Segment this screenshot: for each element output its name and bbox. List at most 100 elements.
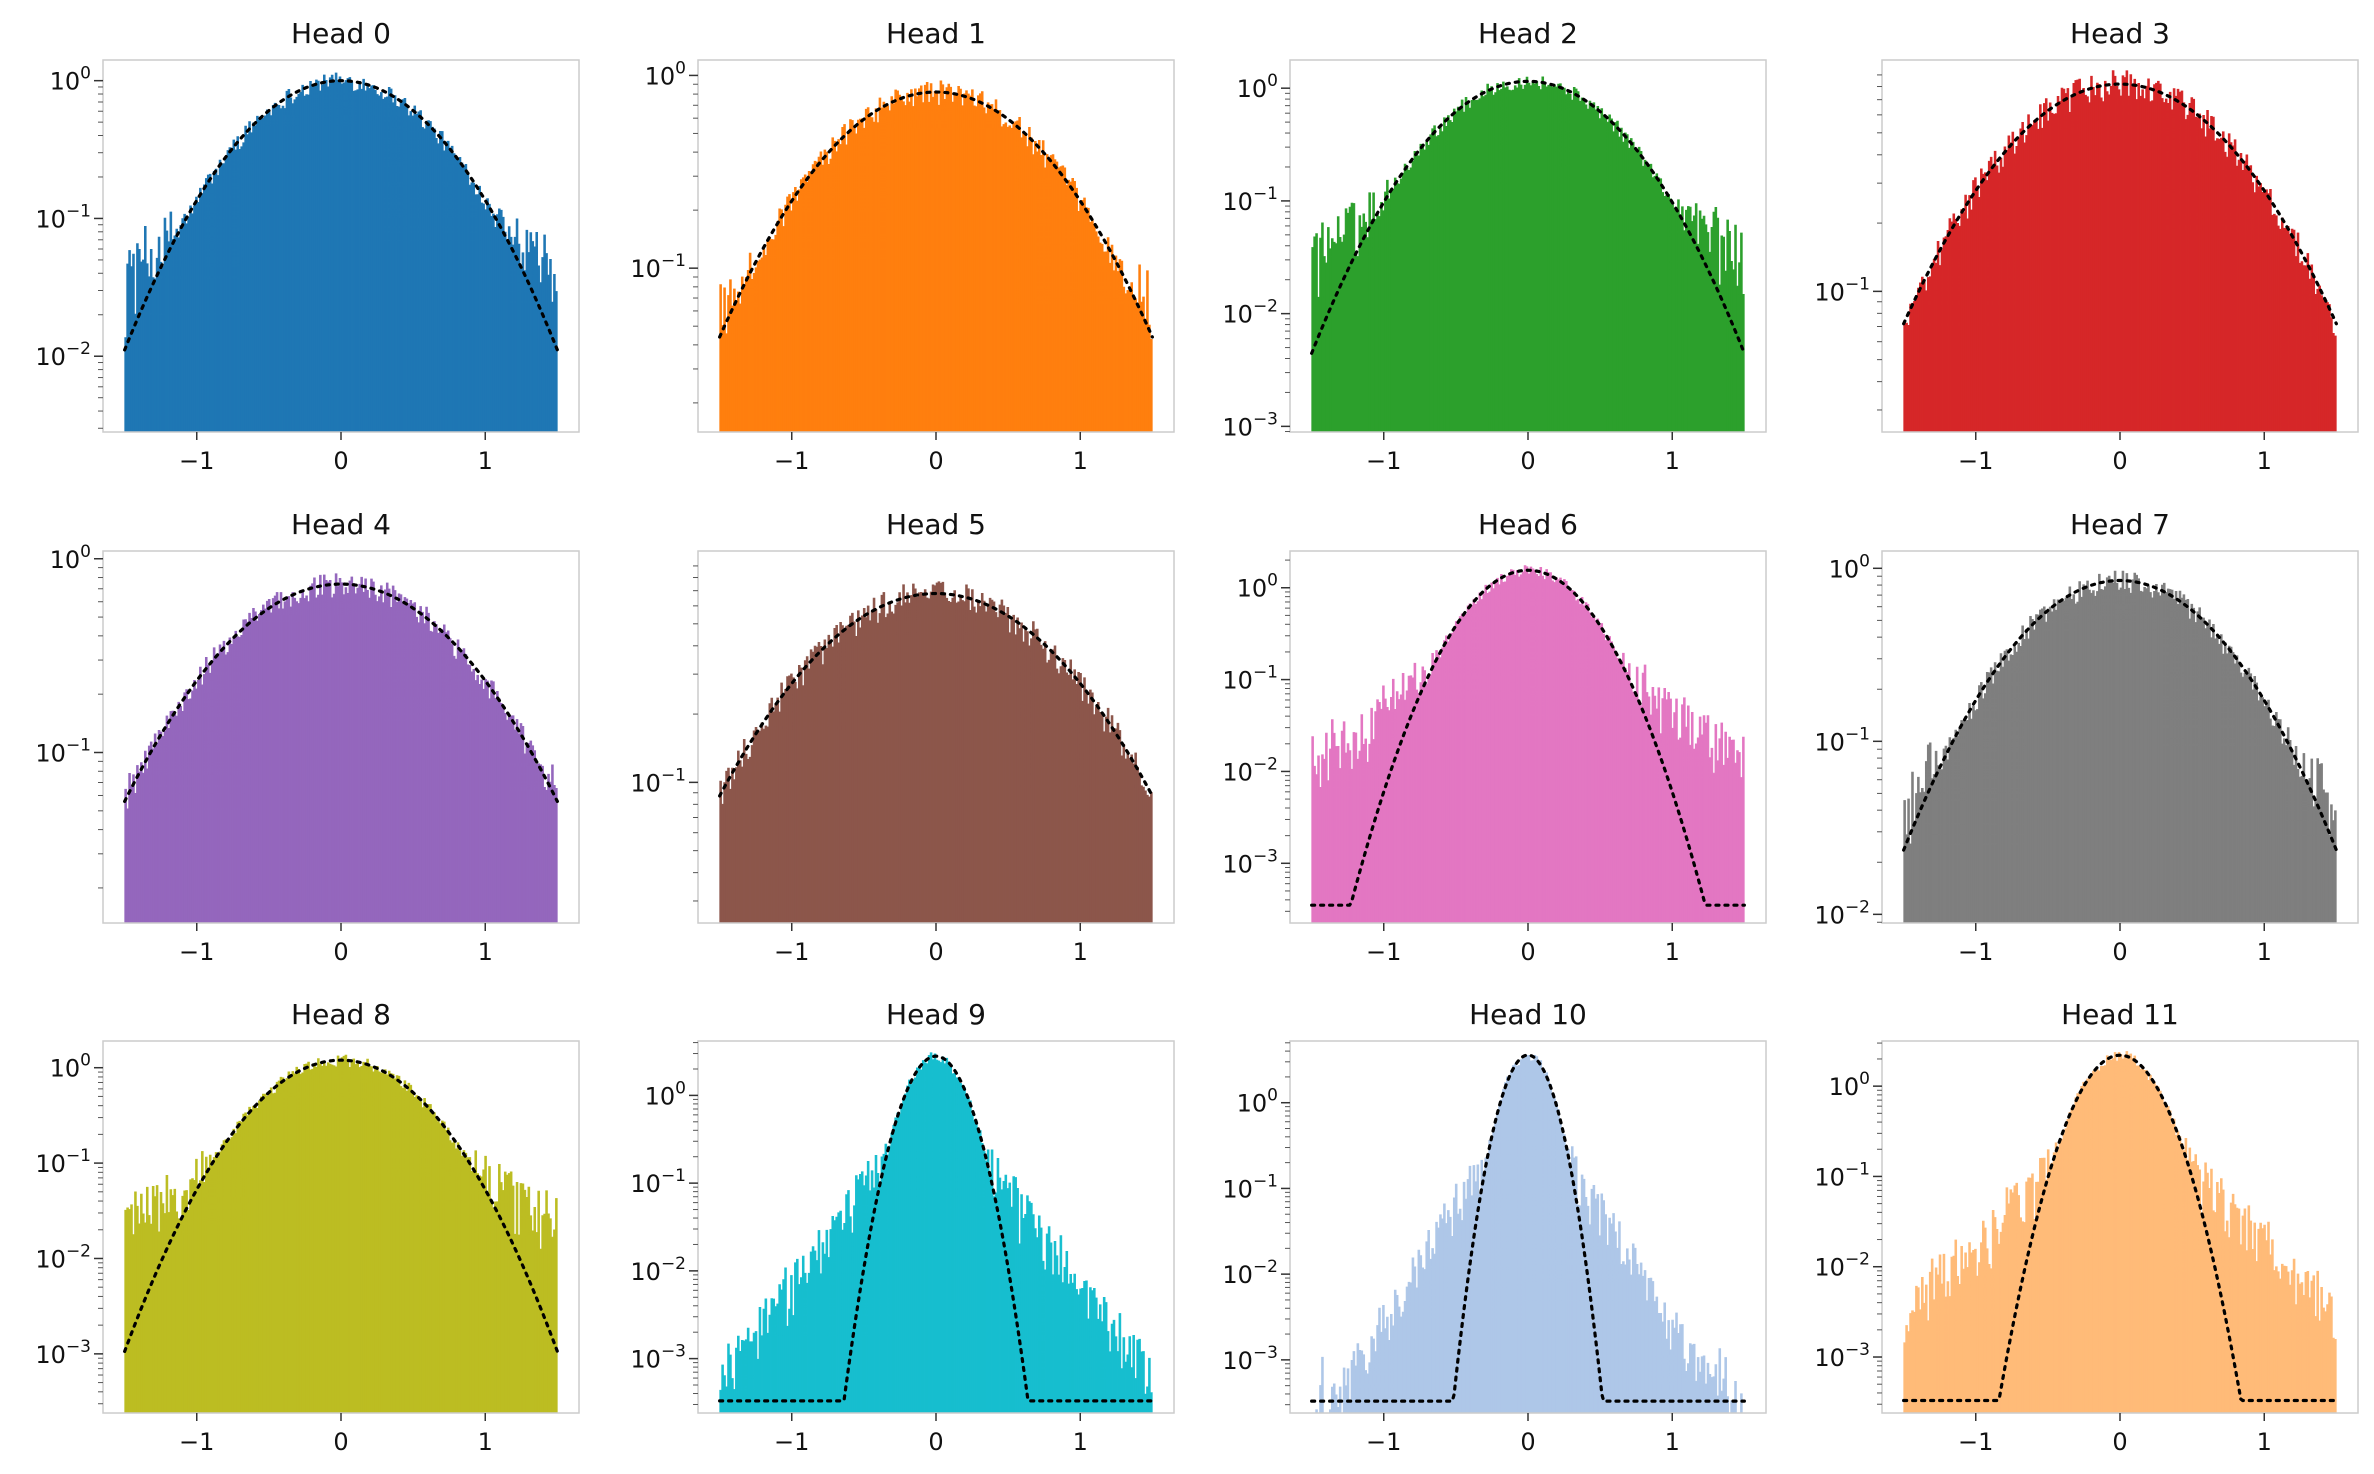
head-4-panel: Head 4 −1 0 1 100 10−1 <box>35 508 580 966</box>
head-5-panel: Head 5 −1 0 1 10−1 <box>630 508 1175 966</box>
head-2-panel: Head 2 −1 0 1 100 10−1 10−2 10−3 <box>1222 17 1767 475</box>
head-10-xtick-label: 1 <box>1665 1428 1680 1456</box>
head-11-panel: Head 11 −1 0 1 100 10−1 10−2 10−3 <box>1814 998 2359 1456</box>
head-1-title: Head 1 <box>886 17 986 50</box>
head-10-title: Head 10 <box>1469 998 1587 1031</box>
head-8-ytick-label: 100 <box>50 1051 91 1083</box>
head-9-xtick-label: 0 <box>928 1428 943 1456</box>
head-11-histogram-bars <box>1903 1051 2337 1414</box>
head-7-ytick-label: 100 <box>1829 551 1870 583</box>
head-0-ytick-label: 10−1 <box>35 201 91 233</box>
head-6-panel: Head 6 −1 0 1 100 10−1 10−2 10−3 <box>1222 508 1767 966</box>
head-6-ytick-label: 10−1 <box>1222 663 1278 695</box>
head-6-xtick-label: 0 <box>1520 938 1535 966</box>
head-2-ytick-label: 10−3 <box>1222 409 1278 441</box>
head-10-ytick-label: 10−3 <box>1222 1343 1278 1375</box>
head-1-xtick-label: −1 <box>774 447 809 475</box>
head-0-ytick-label: 100 <box>50 64 91 96</box>
head-9-xtick-label: 1 <box>1073 1428 1088 1456</box>
head-2-xtick-label: 0 <box>1520 447 1535 475</box>
head-0-title: Head 0 <box>291 17 391 50</box>
head-6-xtick-label: −1 <box>1366 938 1401 966</box>
head-11-xtick-label: −1 <box>1958 1428 1993 1456</box>
head-10-panel: Head 10 −1 0 1 100 10−1 10−2 10−3 <box>1222 998 1767 1456</box>
head-7-histogram-bars <box>1903 570 2337 924</box>
head-2-title: Head 2 <box>1478 17 1578 50</box>
head-10-ytick-label: 100 <box>1237 1086 1278 1118</box>
head-0-panel: Head 0 −1 0 1 100 10−1 10−2 <box>35 17 580 475</box>
head-3-xtick-label: 1 <box>2257 447 2272 475</box>
head-2-ytick-label: 10−1 <box>1222 184 1278 216</box>
head-8-histogram-bars <box>124 1054 558 1414</box>
head-5-histogram-bars <box>719 581 1153 924</box>
head-9-ytick-label: 100 <box>645 1078 686 1110</box>
head-7-ytick-label: 10−2 <box>1814 897 1870 929</box>
head-11-ytick-label: 10−3 <box>1814 1340 1870 1372</box>
head-5-xtick-label: −1 <box>774 938 809 966</box>
head-7-xtick-label: −1 <box>1958 938 1993 966</box>
head-3-normal-fit-curve <box>1902 82 2338 326</box>
head-3-xtick-label: 0 <box>2112 447 2127 475</box>
head-6-xtick-label: 1 <box>1665 938 1680 966</box>
head-4-ytick-label: 100 <box>50 542 91 574</box>
head-8-normal-fit-curve <box>123 1058 559 1354</box>
head-8-xtick-label: −1 <box>179 1428 214 1456</box>
head-10-xtick-label: −1 <box>1366 1428 1401 1456</box>
head-5-normal-fit-curve <box>718 591 1154 798</box>
head-6-histogram-bars <box>1311 565 1745 924</box>
head-9-panel: Head 9 −1 0 1 100 10−1 10−2 10−3 <box>630 998 1175 1456</box>
head-9-ytick-label: 10−3 <box>630 1342 686 1374</box>
head-10-ytick-label: 10−1 <box>1222 1171 1278 1203</box>
head-1-ytick-label: 10−1 <box>630 251 686 283</box>
head-7-ytick-label: 10−1 <box>1814 724 1870 756</box>
head-8-panel: Head 8 −1 0 1 100 10−1 10−2 10−3 <box>35 998 580 1456</box>
head-1-xtick-label: 1 <box>1073 447 1088 475</box>
head-4-xtick-label: −1 <box>179 938 214 966</box>
head-9-xtick-label: −1 <box>774 1428 809 1456</box>
head-9-ytick-label: 10−1 <box>630 1166 686 1198</box>
head-1-xtick-label: 0 <box>928 447 943 475</box>
head-0-ytick-label: 10−2 <box>35 339 91 371</box>
head-3-xtick-label: −1 <box>1958 447 1993 475</box>
head-4-title: Head 4 <box>291 508 391 541</box>
head-0-xtick-label: −1 <box>179 447 214 475</box>
head-8-ytick-label: 10−2 <box>35 1241 91 1273</box>
head-10-xtick-label: 0 <box>1520 1428 1535 1456</box>
head-7-xtick-label: 1 <box>2257 938 2272 966</box>
head-11-title: Head 11 <box>2061 998 2179 1031</box>
head-7-normal-fit-curve <box>1902 578 2338 852</box>
head-7-panel: Head 7 −1 0 1 100 10−1 10−2 <box>1814 508 2359 966</box>
head-3-ytick-label: 10−1 <box>1814 274 1870 306</box>
head-9-title: Head 9 <box>886 998 986 1031</box>
head-11-ytick-label: 100 <box>1829 1069 1870 1101</box>
head-9-ytick-label: 10−2 <box>630 1254 686 1286</box>
head-11-normal-fit-curve <box>1902 1053 2338 1403</box>
head-8-title: Head 8 <box>291 998 391 1031</box>
head-1-histogram-bars <box>719 80 1153 433</box>
head-8-ytick-label: 10−3 <box>35 1337 91 1369</box>
head-2-ytick-label: 10−2 <box>1222 297 1278 329</box>
head-0-xtick-label: 0 <box>333 447 348 475</box>
head-10-ytick-label: 10−2 <box>1222 1257 1278 1289</box>
head-2-xtick-label: −1 <box>1366 447 1401 475</box>
head-7-xtick-label: 0 <box>2112 938 2127 966</box>
head-3-title: Head 3 <box>2070 17 2170 50</box>
head-5-xtick-label: 0 <box>928 938 943 966</box>
head-6-ytick-label: 10−3 <box>1222 846 1278 878</box>
head-8-xtick-label: 0 <box>333 1428 348 1456</box>
head-1-normal-fit-curve <box>718 90 1154 339</box>
head-8-xtick-label: 1 <box>478 1428 493 1456</box>
head-10-histogram-bars <box>1315 1055 1743 1414</box>
head-4-histogram-bars <box>124 573 558 924</box>
head-6-title: Head 6 <box>1478 508 1578 541</box>
head-2-xtick-label: 1 <box>1665 447 1680 475</box>
head-8-ytick-label: 10−1 <box>35 1146 91 1178</box>
head-11-ytick-label: 10−2 <box>1814 1250 1870 1282</box>
head-3-panel: Head 3 −1 0 1 10−1 <box>1814 17 2359 475</box>
head-9-normal-fit-curve <box>718 1054 1154 1403</box>
head-10-normal-fit-curve <box>1310 1053 1746 1403</box>
head-5-xtick-label: 1 <box>1073 938 1088 966</box>
head-2-ytick-label: 100 <box>1237 71 1278 103</box>
head-11-xtick-label: 1 <box>2257 1428 2272 1456</box>
